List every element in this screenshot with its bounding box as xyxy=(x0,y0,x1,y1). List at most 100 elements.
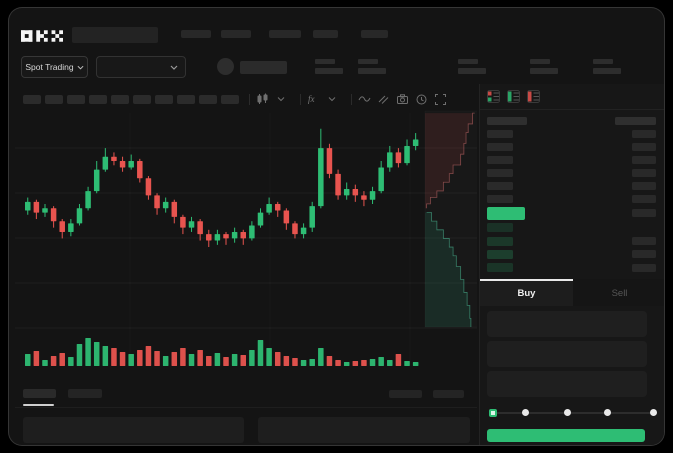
okx-logo-icon[interactable] xyxy=(21,29,63,43)
camera-icon[interactable] xyxy=(396,93,409,105)
app-window: Spot Trading fx Buy xyxy=(8,7,665,446)
volume-bar xyxy=(59,353,65,366)
candle-body xyxy=(404,145,410,164)
book-asks-icon[interactable] xyxy=(527,90,540,103)
price-chart[interactable] xyxy=(15,108,477,380)
orders-tab-placeholder[interactable] xyxy=(23,389,56,398)
candles-icon[interactable] xyxy=(256,93,269,105)
slider-stop[interactable] xyxy=(650,409,657,416)
nav-item-placeholder[interactable] xyxy=(181,30,211,38)
nav-item-placeholder[interactable] xyxy=(221,30,251,38)
tab-buy[interactable]: Buy xyxy=(480,279,573,306)
last-price-pill[interactable] xyxy=(487,206,525,220)
buy-submit-button[interactable] xyxy=(487,429,645,442)
candle-body xyxy=(102,156,109,170)
volume-bar xyxy=(249,350,255,366)
stat-label-placeholder xyxy=(458,59,478,64)
volume-bar xyxy=(309,359,315,366)
timeframe-placeholder[interactable] xyxy=(221,94,239,104)
stat-value-placeholder xyxy=(593,68,621,74)
orders-filter-placeholder[interactable] xyxy=(433,390,464,398)
timeframe-placeholder[interactable] xyxy=(89,94,107,104)
book-both-icon[interactable] xyxy=(487,90,500,103)
buy-tab-label: Buy xyxy=(517,288,536,299)
slider-stop[interactable] xyxy=(489,408,497,417)
stat-value-placeholder xyxy=(358,68,386,74)
timeframe-placeholder[interactable] xyxy=(45,94,63,104)
volume-bar xyxy=(378,357,384,366)
ask-price-placeholder xyxy=(487,194,513,203)
candle-body xyxy=(300,227,307,235)
candle-body xyxy=(318,148,324,207)
volume-bar xyxy=(352,361,359,366)
depth-asks-area xyxy=(425,113,475,209)
bid-amount-placeholder xyxy=(632,250,656,259)
timeframe-placeholder[interactable] xyxy=(133,94,151,104)
svg-text:fx: fx xyxy=(308,94,315,104)
indicator-icon[interactable]: fx xyxy=(307,93,320,105)
candle-body xyxy=(33,201,40,213)
candle-body xyxy=(326,148,333,174)
timeframe-placeholder[interactable] xyxy=(155,94,173,104)
chevron-down-icon[interactable] xyxy=(326,93,339,105)
timeframe-placeholder[interactable] xyxy=(67,94,85,104)
expand-icon[interactable] xyxy=(434,93,447,105)
bid-row[interactable] xyxy=(487,261,656,274)
nav-item-placeholder[interactable] xyxy=(269,30,301,38)
volume-bar xyxy=(343,362,350,366)
candle-body xyxy=(128,161,134,168)
orders-filter-placeholder[interactable] xyxy=(389,390,422,398)
tab-sell[interactable]: Sell xyxy=(573,279,664,306)
chevron-down-icon xyxy=(77,65,84,70)
slider-stop[interactable] xyxy=(522,409,529,416)
ask-row[interactable] xyxy=(487,192,656,205)
timeframe-placeholder[interactable] xyxy=(199,94,217,104)
amount-input[interactable] xyxy=(487,341,647,367)
search-placeholder[interactable] xyxy=(72,27,158,43)
last-price-row[interactable] xyxy=(487,205,656,221)
wave-icon[interactable] xyxy=(358,93,371,105)
volume-bar xyxy=(50,356,57,366)
timeframe-placeholder[interactable] xyxy=(177,94,195,104)
draw-icon[interactable] xyxy=(377,93,390,105)
bid-row[interactable] xyxy=(487,234,656,247)
price-input[interactable] xyxy=(487,311,647,337)
ask-price-placeholder xyxy=(487,155,513,164)
chevron-down-icon[interactable] xyxy=(275,93,288,105)
bid-row[interactable] xyxy=(487,248,656,261)
amount-percent-slider[interactable] xyxy=(489,406,659,420)
bid-row[interactable] xyxy=(487,221,656,234)
volume-bar xyxy=(231,354,238,366)
slider-stop[interactable] xyxy=(564,409,571,416)
nav-item-placeholder[interactable] xyxy=(361,30,388,38)
timeframe-placeholder[interactable] xyxy=(111,94,129,104)
clock-icon[interactable] xyxy=(415,93,428,105)
candle-body xyxy=(59,221,65,232)
volume-bar xyxy=(33,351,40,366)
candle-body xyxy=(50,208,57,222)
pair-selector[interactable] xyxy=(96,56,186,78)
orders-tab-placeholder[interactable] xyxy=(68,389,102,398)
slider-track xyxy=(491,412,657,414)
candle-body xyxy=(119,161,126,168)
candle-body xyxy=(76,208,83,224)
nav-item-placeholder[interactable] xyxy=(313,30,338,38)
candle-body xyxy=(412,139,419,146)
stat-label-placeholder xyxy=(593,59,613,64)
ask-row[interactable] xyxy=(487,179,656,192)
volume-bar xyxy=(137,350,143,366)
timeframe-placeholder[interactable] xyxy=(23,94,41,104)
volume-bar xyxy=(283,356,290,366)
market-type-selector[interactable]: Spot Trading xyxy=(21,56,88,78)
volume-bar xyxy=(412,362,419,366)
total-input[interactable] xyxy=(487,371,647,397)
slider-stop[interactable] xyxy=(604,409,611,416)
ask-row[interactable] xyxy=(487,166,656,179)
ask-row[interactable] xyxy=(487,153,656,166)
candle-body xyxy=(223,234,229,239)
book-bids-icon[interactable] xyxy=(507,90,520,103)
ask-row[interactable] xyxy=(487,140,656,153)
spacer xyxy=(632,224,656,232)
ask-row[interactable] xyxy=(487,127,656,140)
candle-body xyxy=(283,210,290,224)
